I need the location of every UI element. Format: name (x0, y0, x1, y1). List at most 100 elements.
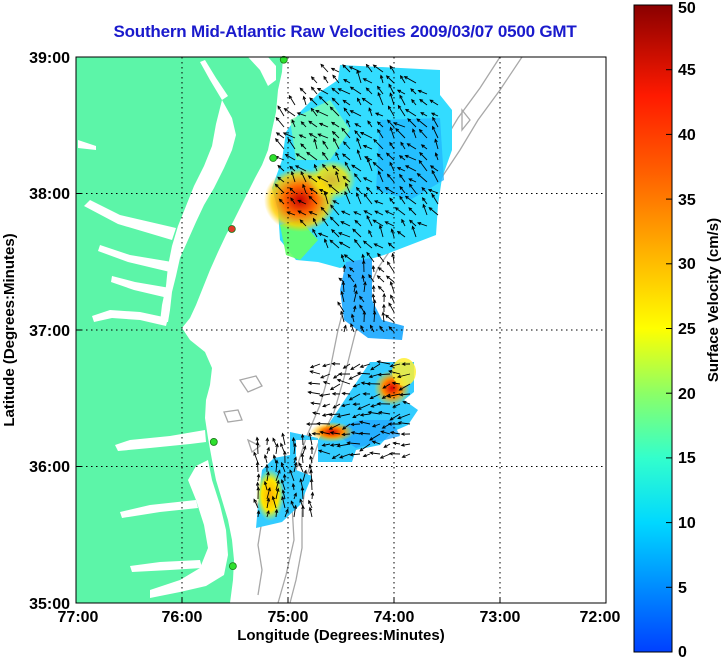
velocity-arrow (431, 194, 439, 205)
velocity-arrow (389, 65, 395, 73)
velocity-arrow (275, 488, 279, 500)
velocity-arrow (428, 207, 439, 216)
velocity-arrowhead (387, 242, 392, 247)
velocity-arrowhead (366, 215, 370, 220)
velocity-arrow (364, 156, 373, 161)
velocity-arrowhead (290, 170, 295, 176)
velocity-arrowhead (400, 141, 404, 146)
velocity-arrow (399, 186, 406, 194)
velocity-arrowhead (309, 187, 314, 192)
velocity-arrowhead (359, 364, 364, 368)
velocity-arrowhead (318, 122, 323, 127)
velocity-arrow (354, 239, 362, 249)
velocity-arrowhead (331, 97, 336, 102)
velocity-arrowhead (361, 259, 366, 264)
velocity-arrow (313, 218, 318, 227)
velocity-arrow (329, 413, 341, 416)
velocity-arrow (382, 312, 385, 323)
velocity-arrowhead (370, 366, 375, 371)
velocity-arrow (337, 379, 351, 385)
velocity-arrow (320, 373, 331, 379)
velocity-arrowhead (382, 303, 386, 308)
velocity-arrowhead (307, 175, 312, 179)
velocity-region-middle (340, 258, 404, 340)
velocity-arrow (296, 153, 307, 161)
velocity-arrowhead (293, 492, 297, 497)
map-title: Southern Mid-Atlantic Raw Velocities 200… (113, 22, 577, 41)
velocity-arrowhead (406, 143, 411, 147)
velocity-arrow (266, 498, 270, 509)
velocity-arrow (297, 210, 307, 216)
velocity-arrow (285, 154, 296, 161)
velocity-arrowhead (420, 144, 425, 148)
velocity-arrow (299, 219, 307, 227)
colorbar (633, 4, 673, 653)
velocity-arrow (308, 195, 318, 205)
velocity-arrowhead (372, 219, 377, 224)
velocity-arrowhead (368, 229, 372, 234)
velocity-arrowhead (356, 137, 360, 142)
velocity-arrow (397, 231, 406, 238)
velocity-arrowhead (398, 387, 403, 391)
velocity-arrowhead (302, 445, 307, 450)
velocity-arrow (301, 487, 304, 500)
velocity-arrow (277, 176, 285, 183)
velocity-arrow (358, 403, 371, 410)
velocity-arrowhead (377, 285, 382, 290)
velocity-arrow (310, 363, 321, 368)
velocity-arrow (397, 373, 411, 378)
velocity-arrowhead (284, 153, 289, 158)
velocity-arrow (309, 97, 318, 106)
velocity-arrow (317, 133, 329, 139)
velocity-arrow (319, 123, 329, 128)
velocity-arrowhead (332, 375, 338, 379)
velocity-arrowhead (388, 326, 393, 331)
velocity-arrowhead (323, 75, 327, 80)
velocity-arrow (340, 311, 345, 323)
station-marker (279, 55, 288, 64)
velocity-arrow (293, 462, 297, 473)
velocity-arrow (309, 211, 318, 216)
velocity-arrow (308, 120, 318, 128)
velocity-arrowhead (427, 188, 432, 193)
velocity-arrow (412, 226, 417, 238)
velocity-arrow (256, 442, 259, 455)
velocity-arrowhead (387, 105, 392, 110)
velocity-arrow (404, 76, 417, 84)
velocity-arrowhead (384, 314, 389, 319)
velocity-arrow (282, 433, 286, 446)
velocity-arrow (385, 221, 395, 227)
velocity-arrowhead (401, 454, 406, 458)
velocity-arrowhead (346, 441, 351, 445)
velocity-arrow (309, 464, 313, 473)
velocity-arrow (272, 496, 277, 509)
velocity-arrowhead (371, 284, 376, 290)
velocity-arrow (354, 173, 362, 183)
y-tick-label: 39:00 (29, 50, 70, 67)
velocity-arrowhead (389, 161, 393, 166)
velocity-arrowhead (300, 452, 305, 457)
neuse-river (130, 560, 202, 572)
velocity-arrowhead (430, 112, 436, 116)
velocity-patch-5 (256, 469, 284, 521)
colorbar-tick-label: 40 (678, 127, 696, 144)
velocity-arrow (276, 132, 285, 139)
velocity-arrow (410, 88, 417, 95)
velocity-arrow (331, 121, 340, 128)
velocity-arrowhead (408, 219, 413, 224)
velocity-arrowhead (388, 451, 393, 456)
velocity-arrowhead (291, 119, 295, 124)
velocity-arrowhead (397, 421, 402, 425)
velocity-arrow (389, 162, 395, 172)
velocity-arrowhead (431, 193, 436, 198)
velocity-arrowhead (416, 118, 421, 123)
velocity-arrow (284, 509, 289, 518)
velocity-arrowhead (280, 479, 285, 484)
velocity-arrowhead (386, 261, 391, 266)
velocity-arrow (399, 155, 406, 161)
velocity-arrowhead (418, 128, 423, 133)
velocity-arrowhead (407, 118, 412, 122)
velocity-arrow (341, 128, 351, 139)
velocity-arrow (273, 455, 277, 464)
velocity-arrow (320, 64, 329, 73)
